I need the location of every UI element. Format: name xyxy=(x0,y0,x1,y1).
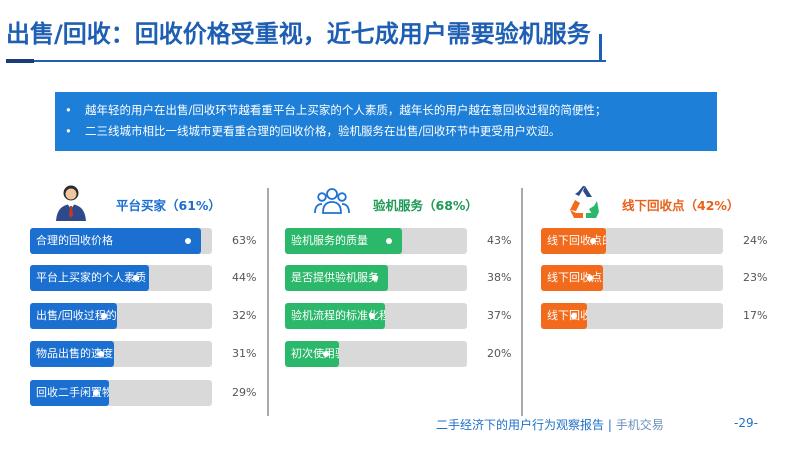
bar-value: 32% xyxy=(232,309,257,322)
person-icon xyxy=(56,185,86,221)
brand-name: 手机交易 xyxy=(615,418,664,432)
bullet-icon: • xyxy=(65,103,72,117)
bar-end-dot xyxy=(101,313,107,319)
bar-row: 验机服务的质量 43% xyxy=(285,228,515,254)
bar-value: 37% xyxy=(487,309,512,322)
summary-text: 二三线城市相比一线城市更看重合理的回收价格，验机服务在出售/回收环节中更受用户欢… xyxy=(85,124,561,138)
bar-value: 23% xyxy=(743,271,768,284)
footer: 二手经济下的用户行为观察报告 | 手机交易 xyxy=(436,416,664,433)
bar-end-dot xyxy=(133,275,139,281)
bar-end-dot xyxy=(571,313,577,319)
bullet-icon: • xyxy=(65,124,72,138)
report-name: 二手经济下的用户行为观察报告 xyxy=(436,418,605,432)
bar-value: 31% xyxy=(232,347,257,360)
footer-separator: | xyxy=(607,418,612,432)
bar-fill: 线下回收点到我的距离 xyxy=(541,265,603,291)
bar-end-dot xyxy=(372,275,378,281)
column-divider xyxy=(521,188,523,416)
bar-row: 出售/回收过程的简便性 32% xyxy=(30,303,260,329)
bar-fill: 验机流程的标准化程度 xyxy=(285,303,385,329)
title-marker xyxy=(599,34,602,62)
column-title: 验机服务（68%） xyxy=(373,198,478,213)
bar-end-dot xyxy=(93,390,99,396)
bar-row: 是否提供验机服务 38% xyxy=(285,265,515,291)
bar-row: 合理的回收价格 63% xyxy=(30,228,260,254)
bar-fill: 合理的回收价格 xyxy=(30,228,201,254)
title-underline xyxy=(6,60,606,62)
bar-label: 验机服务的质量 xyxy=(291,234,368,247)
summary-box: • 越年轻的用户在出售/回收环节越看重平台上买家的个人素质，越年长的用户越在意回… xyxy=(55,92,717,151)
bar-row: 物品出售的速度 31% xyxy=(30,341,260,367)
bar-fill: 线下回收点的交通便利程度 xyxy=(541,228,606,254)
bar-label: 合理的回收价格 xyxy=(36,234,113,247)
column-title: 线下回收点（42%） xyxy=(622,198,740,213)
bar-row: 线下回收点的数量 17% xyxy=(541,303,771,329)
bar-label: 平台上买家的个人素质 xyxy=(36,271,146,284)
bar-row: 回收二手闲置物品的种类 29% xyxy=(30,380,260,406)
bar-fill: 是否提供验机服务 xyxy=(285,265,388,291)
title-underline-accent xyxy=(6,59,34,63)
bar-fill: 验机服务的质量 xyxy=(285,228,402,254)
bar-row: 线下回收点到我的距离 23% xyxy=(541,265,771,291)
bar-value: 29% xyxy=(232,386,257,399)
bar-end-dot xyxy=(98,351,104,357)
bar-label: 线下回收点的数量 xyxy=(547,309,587,322)
bar-value: 17% xyxy=(743,309,768,322)
bar-end-dot xyxy=(587,275,593,281)
bar-fill: 物品出售的速度 xyxy=(30,341,114,367)
bar-fill: 出售/回收过程的简便性 xyxy=(30,303,117,329)
bar-label: 出售/回收过程的简便性 xyxy=(36,309,117,322)
bar-fill: 平台上买家的个人素质 xyxy=(30,265,149,291)
summary-text: 越年轻的用户在出售/回收环节越看重平台上买家的个人素质，越年长的用户越在意回收过… xyxy=(85,103,607,117)
page-number: -29- xyxy=(734,416,758,430)
bar-value: 24% xyxy=(743,234,768,247)
bar-label: 线下回收点到我的距离 xyxy=(547,271,603,284)
bar-value: 63% xyxy=(232,234,257,247)
group-icon xyxy=(314,188,350,214)
bar-value: 38% xyxy=(487,271,512,284)
bar-end-dot xyxy=(323,351,329,357)
bar-row: 验机流程的标准化程度 37% xyxy=(285,303,515,329)
summary-line: • 二三线城市相比一线城市更看重合理的回收价格，验机服务在出售/回收环节中更受用… xyxy=(65,122,707,143)
bar-label: 线下回收点的交通便利程度 xyxy=(547,234,606,247)
bar-end-dot xyxy=(590,238,596,244)
bar-end-dot xyxy=(369,313,375,319)
bar-end-dot xyxy=(386,238,392,244)
bar-label: 初次使用验机服务的体验 xyxy=(291,347,339,360)
column-divider xyxy=(267,188,269,416)
bar-label: 回收二手闲置物品的种类 xyxy=(36,386,109,399)
bar-fill: 线下回收点的数量 xyxy=(541,303,587,329)
bar-value: 20% xyxy=(487,347,512,360)
bar-value: 44% xyxy=(232,271,257,284)
bar-end-dot xyxy=(185,238,191,244)
bar-fill: 初次使用验机服务的体验 xyxy=(285,341,339,367)
bar-row: 初次使用验机服务的体验 20% xyxy=(285,341,515,367)
bar-label: 物品出售的速度 xyxy=(36,347,113,360)
bar-value: 43% xyxy=(487,234,512,247)
column-title: 平台买家（61%） xyxy=(116,198,221,213)
page-title: 出售/回收：回收价格受重视，近七成用户需要验机服务 xyxy=(6,20,591,48)
recycle-icon xyxy=(570,186,599,218)
bar-row: 平台上买家的个人素质 44% xyxy=(30,265,260,291)
bar-row: 线下回收点的交通便利程度 24% xyxy=(541,228,771,254)
bar-label: 验机流程的标准化程度 xyxy=(291,309,385,322)
bar-label: 是否提供验机服务 xyxy=(291,271,379,284)
summary-line: • 越年轻的用户在出售/回收环节越看重平台上买家的个人素质，越年长的用户越在意回… xyxy=(65,101,707,122)
